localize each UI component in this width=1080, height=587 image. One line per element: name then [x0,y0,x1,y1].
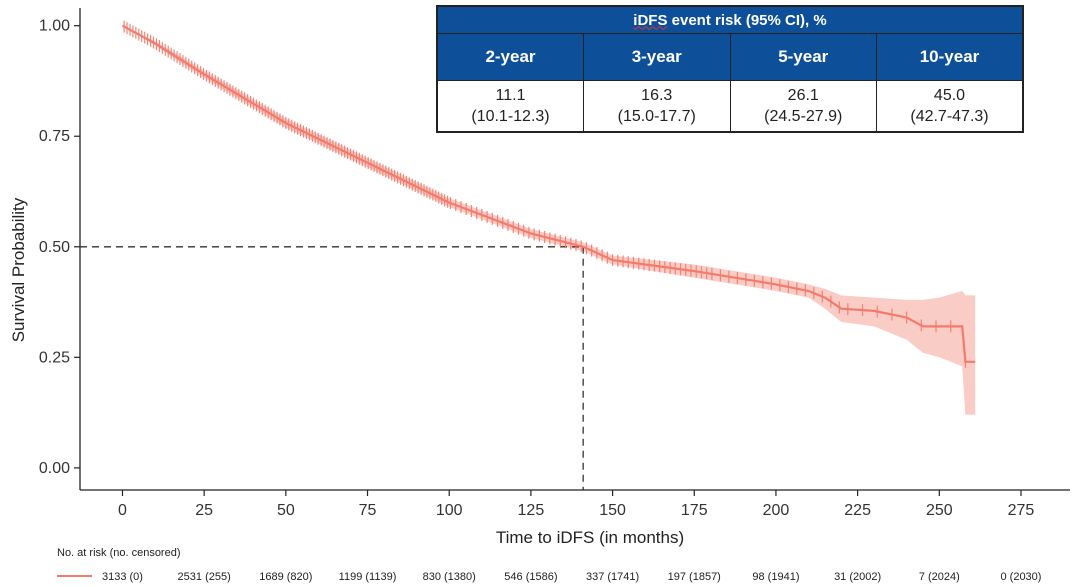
interval-3-year: (15.0-17.7) [617,108,696,125]
x-tick-label-75: 75 [359,502,377,519]
interval-10-year: (42.7-47.3) [910,108,989,125]
x-tick-label-25: 25 [195,502,213,519]
y-tick-label-3: 0.75 [39,128,70,145]
x-tick-label-225: 225 [844,502,871,519]
risk-values-layer: 3133 (0) 2531 (255) 1689 (820) 1199 (1139) 8… [102,571,1041,583]
risk-value-50: 1689 (820) [259,571,312,583]
risk-value-225: 31 (2002) [834,571,881,583]
survival-curve [121,24,976,363]
risk-value-250: 7 (2024) [919,571,960,583]
interval-2-year: (10.1-12.3) [471,108,550,125]
y-tick-label-2: 0.50 [39,239,70,256]
risk-value-0: 3133 (0) [102,571,143,583]
estimate-5-year: 26.1 [787,87,819,104]
risk-value-175: 197 (1857) [668,571,721,583]
x-tick-label-50: 50 [277,502,295,519]
interval-5-year: (24.5-27.9) [764,108,843,125]
x-tick-label-250: 250 [926,502,953,519]
x-tick-label-275: 275 [1008,502,1035,519]
table-header-row: 2-year 3-year 5-year 10-year [436,33,1024,81]
censor-marks-layer [123,20,967,368]
cell-10-year: 45.0 (42.7-47.3) [876,80,1024,133]
risk-value-275: 0 (2030) [1000,571,1041,583]
risk-value-150: 337 (1741) [586,571,639,583]
col-header-2-year: 2-year [436,33,584,81]
event-risk-table: iDFS event risk (95% CI), % 2-year 3-yea… [436,5,1024,133]
survival-curve-layer [121,24,976,363]
table-title-row: iDFS event risk (95% CI), % [436,5,1024,34]
risk-table-title: No. at risk (no. censored) [57,547,181,559]
col-header-3-year: 3-year [583,33,731,81]
risk-value-200: 98 (1941) [752,571,799,583]
median-reference-layer [80,246,584,490]
table-title: iDFS event risk (95% CI), % [436,5,1024,34]
y-tick-label-0: 0.00 [39,460,70,477]
cell-5-year: 26.1 (24.5-27.9) [729,80,877,133]
y-tick-label-4: 1.00 [39,18,70,35]
col-header-5-year: 5-year [729,33,877,81]
x-tick-label-125: 125 [518,502,545,519]
x-tick-label-200: 200 [763,502,790,519]
cell-2-year: 11.1 (10.1-12.3) [436,80,584,133]
risk-value-125: 546 (1586) [504,571,557,583]
x-axis-title: Time to iDFS (in months) [496,528,684,547]
risk-value-25: 2531 (255) [178,571,231,583]
x-tick-label-175: 175 [681,502,708,519]
risk-value-100: 830 (1380) [423,571,476,583]
cell-3-year: 16.3 (15.0-17.7) [583,80,731,133]
x-tick-label-100: 100 [436,502,463,519]
estimate-3-year: 16.3 [641,87,673,104]
y-tick-label-1: 0.25 [39,349,70,366]
risk-value-75: 1199 (1139) [339,571,397,583]
table-title-term: iDFS [633,11,668,29]
x-tick-label-150: 150 [599,502,626,519]
estimate-2-year: 11.1 [495,87,526,104]
col-header-10-year: 10-year [876,33,1024,81]
estimate-10-year: 45.0 [933,87,966,104]
x-tick-label-0: 0 [118,502,127,519]
table-title-rest: event risk (95% CI), % [667,11,827,29]
y-axis-title: Survival Probability [9,197,28,342]
axes-layer: 0 25 50 75 100 125 150 175 200 225 250 275 0.00 0.25 0… [39,8,1070,519]
table-value-row: 11.1 (10.1-12.3) 16.3 (15.0-17.7) 26.1 (24.… [436,80,1024,133]
